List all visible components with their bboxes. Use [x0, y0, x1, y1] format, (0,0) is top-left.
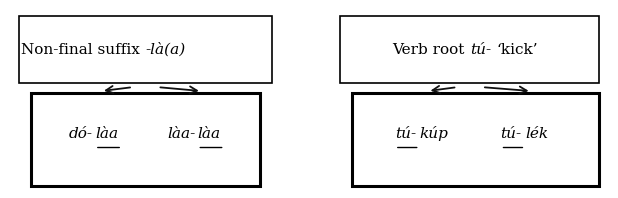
Text: làa-: làa-: [167, 127, 196, 141]
Text: lék: lék: [525, 127, 548, 141]
Text: tú-: tú-: [395, 127, 416, 141]
Text: làa: làa: [95, 127, 118, 141]
Text: -là(a): -là(a): [145, 42, 185, 57]
Text: dó-: dó-: [69, 127, 93, 141]
FancyBboxPatch shape: [19, 16, 272, 83]
Text: tú-: tú-: [501, 127, 522, 141]
Text: kúp: kúp: [420, 126, 449, 141]
FancyBboxPatch shape: [31, 93, 260, 186]
Text: tú-: tú-: [470, 43, 491, 56]
Text: Verb root: Verb root: [392, 43, 470, 56]
Text: làa: làa: [197, 127, 221, 141]
FancyBboxPatch shape: [340, 16, 599, 83]
Text: ‘kick’: ‘kick’: [497, 43, 538, 56]
FancyBboxPatch shape: [352, 93, 599, 186]
Text: Non-final suffix: Non-final suffix: [22, 43, 145, 56]
